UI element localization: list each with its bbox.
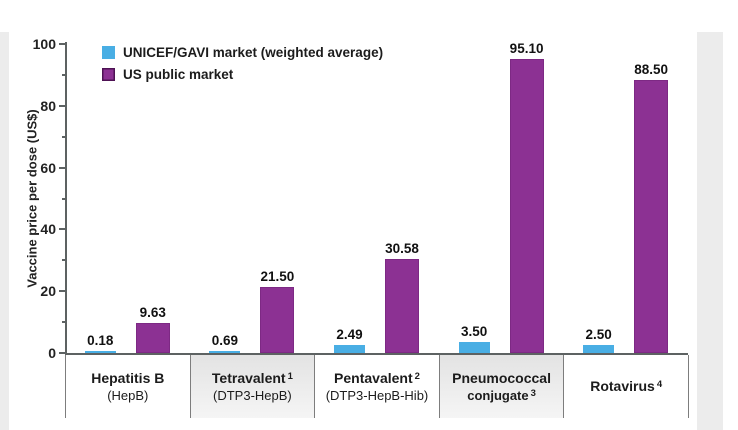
bar-unicef-gavi: 0.69 [209, 333, 241, 353]
bar-value-label: 88.50 [634, 61, 669, 77]
chart-figure: UNICEF/GAVI market (weighted average) US… [9, 32, 697, 430]
bar-group: 3.50 95.10 [439, 41, 564, 353]
bar-unicef-gavi: 2.50 [583, 327, 615, 353]
y-tick-label: 0 [48, 345, 56, 361]
bar-value-label: 0.18 [87, 333, 114, 348]
y-tick-major [59, 43, 65, 45]
y-tick-minor [62, 73, 65, 76]
category-subname: conjugate 3 [467, 387, 536, 403]
category-name: Hepatitis B [91, 369, 165, 386]
y-tick-minor [62, 259, 65, 262]
y-tick-label: 60 [40, 159, 56, 176]
y-tick-label: 80 [40, 97, 56, 114]
y-tick-label: 100 [32, 36, 56, 52]
legend-label: UNICEF/GAVI market (weighted average) [123, 45, 384, 60]
bar-group: 0.18 9.63 [65, 44, 190, 353]
category-subname: (DTP3-HepB) [213, 387, 292, 403]
bar-value-label: 95.10 [509, 41, 544, 57]
category-name: Rotavirus 4 [590, 378, 663, 394]
category-cell: Hepatitis B (HepB) [66, 355, 191, 418]
category-cell: Pneumococcal conjugate 3 [439, 355, 565, 418]
y-tick-label: 20 [40, 283, 56, 300]
bar-value-label: 2.50 [585, 327, 612, 343]
legend-swatch-purple-icon [102, 68, 115, 81]
category-label-band: Hepatitis B (HepB) Tetravalent 1 (DTP3-HepB)… [65, 355, 689, 418]
bar-group: 2.49 30.58 [314, 44, 439, 353]
y-tick-major [59, 104, 65, 107]
y-axis-line [65, 42, 67, 353]
legend-swatch-blue-icon [102, 46, 115, 59]
bar-unicef-gavi: 2.49 [333, 327, 365, 353]
y-tick-major [59, 166, 65, 169]
category-name: Pneumococcal [452, 369, 551, 386]
y-tick-major [59, 290, 65, 293]
y-tick-major [59, 228, 65, 231]
category-subname: (DTP3-HepB-Hib) [325, 387, 429, 403]
x-axis-baseline [65, 353, 688, 355]
bar-group: 0.69 21.50 [190, 44, 315, 353]
y-tick-label: 40 [40, 221, 56, 238]
bar-group: 2.50 88.50 [563, 44, 688, 353]
legend-label: US public market [123, 67, 234, 82]
y-axis-title: Vaccine price per dose (US$) [24, 109, 40, 288]
bar-value-label: 0.69 [211, 332, 239, 348]
y-tick-minor [62, 135, 65, 138]
y-tick-minor [62, 197, 65, 200]
bar-us-public: 30.58 [384, 241, 419, 353]
category-cell: Rotavirus 4 [564, 355, 689, 418]
category-name: Tetravalent 1 [211, 369, 293, 386]
category-subname: (HepB) [107, 387, 149, 403]
y-axis-title-wrap: Vaccine price per dose (US$) [23, 44, 41, 353]
bar-us-public: 95.10 [509, 41, 544, 353]
legend-item-us-public: US public market [102, 67, 383, 82]
chart-legend: UNICEF/GAVI market (weighted average) US… [102, 45, 383, 82]
bar-value-label: 3.50 [460, 324, 488, 340]
bar-value-label: 2.49 [336, 327, 363, 343]
legend-item-unicef-gavi: UNICEF/GAVI market (weighted average) [102, 45, 383, 60]
bar-unicef-gavi: 3.50 [458, 324, 490, 353]
bar-value-label: 21.50 [260, 268, 295, 284]
footnote-marker: 2 [414, 370, 420, 382]
bar-value-label: 30.58 [385, 240, 419, 256]
bar-us-public: 9.63 [135, 305, 170, 353]
category-name: Pentavalent 2 [334, 369, 420, 386]
y-tick-major [59, 352, 65, 354]
bar-us-public: 88.50 [634, 62, 669, 353]
plot-area: 0.18 9.63 0.69 21.50 2.49 30.58 3.50 95.10 2.50 8… [65, 41, 688, 353]
footnote-marker: 4 [656, 379, 663, 390]
bar-us-public: 21.50 [260, 269, 295, 353]
footnote-marker: 3 [530, 387, 536, 399]
category-cell: Tetravalent 1 (DTP3-HepB) [190, 355, 316, 418]
bar-value-label: 9.63 [139, 305, 166, 321]
footnote-marker: 1 [287, 370, 293, 382]
y-tick-minor [62, 321, 65, 324]
category-cell: Pentavalent 2 (DTP3-HepB-Hib) [315, 355, 440, 418]
bar-unicef-gavi: 0.18 [84, 333, 116, 353]
